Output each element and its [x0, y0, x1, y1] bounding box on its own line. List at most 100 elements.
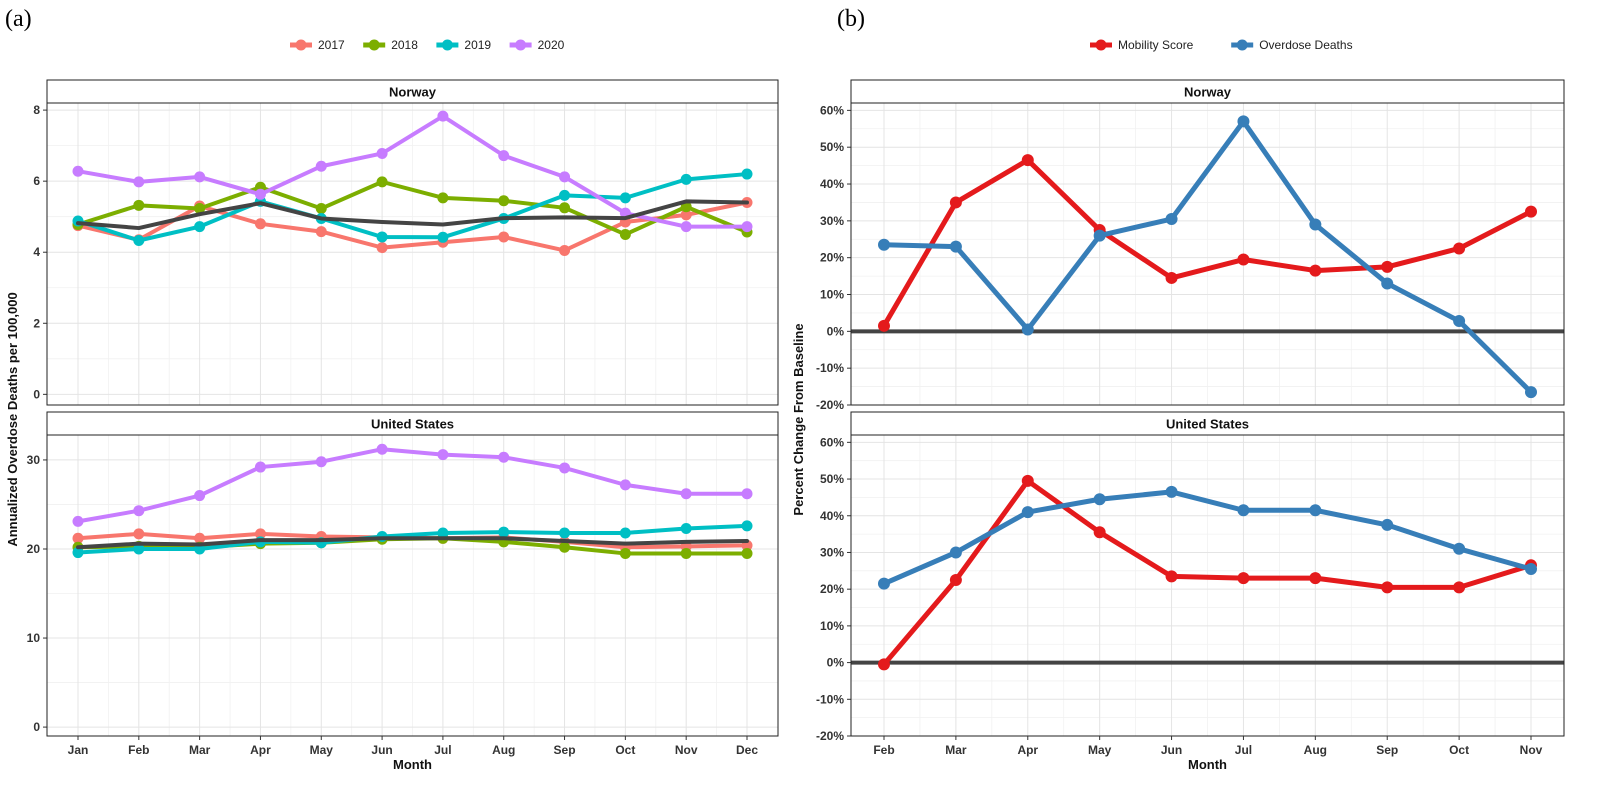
chart-b-facet-norway: Norway -20% -10% 0% 10% 20% 30% 40% 50% 60%: [816, 79, 1565, 412]
x-tick-label: Dec: [736, 743, 758, 757]
x-tick-label: Oct: [1449, 743, 1469, 757]
legend-label: 2017: [318, 38, 345, 52]
x-tick-label: Sep: [1376, 743, 1398, 757]
data-point: [437, 110, 449, 122]
data-point: [680, 209, 692, 221]
y-tick-label: 0: [33, 720, 40, 734]
plot-frame: [850, 434, 1565, 737]
x-tick-label: Aug: [492, 743, 515, 757]
y-tick-label: 0: [33, 387, 40, 401]
facet-title: Norway: [389, 85, 437, 100]
x-tick-label: Jun: [1161, 743, 1182, 757]
chart-a-legend-item-2018: 2018: [363, 38, 418, 52]
data-point: [1021, 506, 1034, 519]
legend-key-marker: [368, 39, 380, 51]
data-point: [315, 160, 327, 172]
data-point: [1381, 277, 1394, 290]
y-tick-label: -20%: [816, 729, 844, 743]
data-point: [1021, 474, 1034, 487]
y-tick-label: 50%: [820, 472, 844, 486]
chart-b: Mobility Score Overdose Deaths Norway-20%-…: [791, 38, 1565, 772]
data-point: [315, 456, 327, 468]
y-tick-label: 60%: [820, 103, 844, 117]
data-point: [878, 658, 890, 671]
data-point: [376, 176, 388, 188]
data-point: [1093, 229, 1106, 242]
chart-a-legend: 2017 2018 2019 2020: [290, 38, 565, 52]
data-point: [949, 573, 962, 586]
y-tick-label: -10%: [816, 692, 844, 706]
series-line: [881, 118, 1534, 395]
y-axis-ticks: -20% -10% 0% 10% 20% 30% 40% 50% 60%: [816, 103, 851, 412]
y-tick-label: -10%: [816, 361, 844, 375]
data-point: [133, 234, 145, 246]
chart-a-x-axis-ticks: Jan Feb Mar Apr May Jun Jul Aug Sep Oct Nov Dec: [68, 736, 758, 757]
data-point: [315, 203, 327, 215]
series-line: [76, 179, 749, 237]
data-point: [72, 165, 84, 177]
data-point: [498, 451, 510, 463]
series-2019: [72, 168, 753, 246]
data-point: [254, 218, 266, 230]
legend-label: Overdose Deaths: [1259, 38, 1352, 52]
series-2020: [72, 443, 753, 527]
data-point: [437, 231, 449, 243]
x-tick-label: May: [1088, 743, 1112, 757]
data-point: [1453, 542, 1466, 555]
data-point: [619, 527, 631, 539]
data-point: [680, 523, 692, 535]
series-overdose-deaths: [878, 115, 1537, 399]
x-tick-label: Nov: [1520, 743, 1543, 757]
y-tick-label: 10%: [820, 619, 844, 633]
data-point: [1309, 264, 1322, 277]
x-tick-label: May: [310, 743, 334, 757]
data-point: [619, 228, 631, 240]
data-point: [1453, 315, 1466, 328]
legend-key-marker: [441, 39, 453, 51]
data-point: [680, 488, 692, 500]
y-axis-ticks: 0 10 20 30: [27, 453, 47, 734]
data-point: [72, 547, 84, 559]
facet-title: United States: [371, 417, 454, 432]
legend-label: 2018: [391, 38, 418, 52]
data-point: [72, 532, 84, 544]
data-point: [1165, 213, 1178, 226]
chart-a-facet-united-states: United States 0 10 20 30: [27, 411, 779, 737]
series-line: [76, 447, 749, 524]
data-point: [878, 577, 890, 590]
chart-a-y-axis-title: Annualized Overdose Deaths per 100,000: [5, 292, 20, 546]
y-tick-label: 10: [27, 631, 41, 645]
y-tick-label: 30%: [820, 214, 844, 228]
x-tick-label: Jul: [1235, 743, 1252, 757]
data-point: [949, 546, 962, 559]
series-line: [881, 489, 1534, 587]
series-mobility-score: [878, 154, 1537, 332]
chart-a-legend-item-2019: 2019: [436, 38, 491, 52]
legend-key-marker: [1095, 39, 1107, 51]
data-point: [680, 173, 692, 185]
chart-b-x-axis-title: Month: [1188, 757, 1227, 772]
series-overdose-deaths: [878, 485, 1537, 590]
data-point: [254, 461, 266, 473]
x-tick-label: Mar: [189, 743, 211, 757]
data-point: [1453, 581, 1466, 594]
chart-b-legend-item-mobility-score: Mobility Score: [1090, 38, 1194, 52]
data-point: [194, 490, 206, 502]
plot-frame: [46, 434, 779, 737]
legend-key-marker: [1236, 39, 1248, 51]
x-tick-label: Apr: [1017, 743, 1038, 757]
data-point: [133, 505, 145, 517]
y-tick-label: 4: [33, 245, 40, 259]
x-tick-label: Jun: [371, 743, 392, 757]
chart-b-legend: Mobility Score Overdose Deaths: [1090, 38, 1353, 52]
plot-frame: [46, 102, 779, 406]
data-point: [376, 147, 388, 159]
data-point: [1021, 323, 1034, 336]
gridlines: [47, 103, 778, 405]
data-point: [1093, 526, 1106, 539]
data-point: [1165, 485, 1178, 498]
data-point: [1453, 242, 1466, 255]
data-point: [1021, 154, 1034, 167]
data-point: [376, 231, 388, 243]
data-point: [1237, 504, 1250, 517]
